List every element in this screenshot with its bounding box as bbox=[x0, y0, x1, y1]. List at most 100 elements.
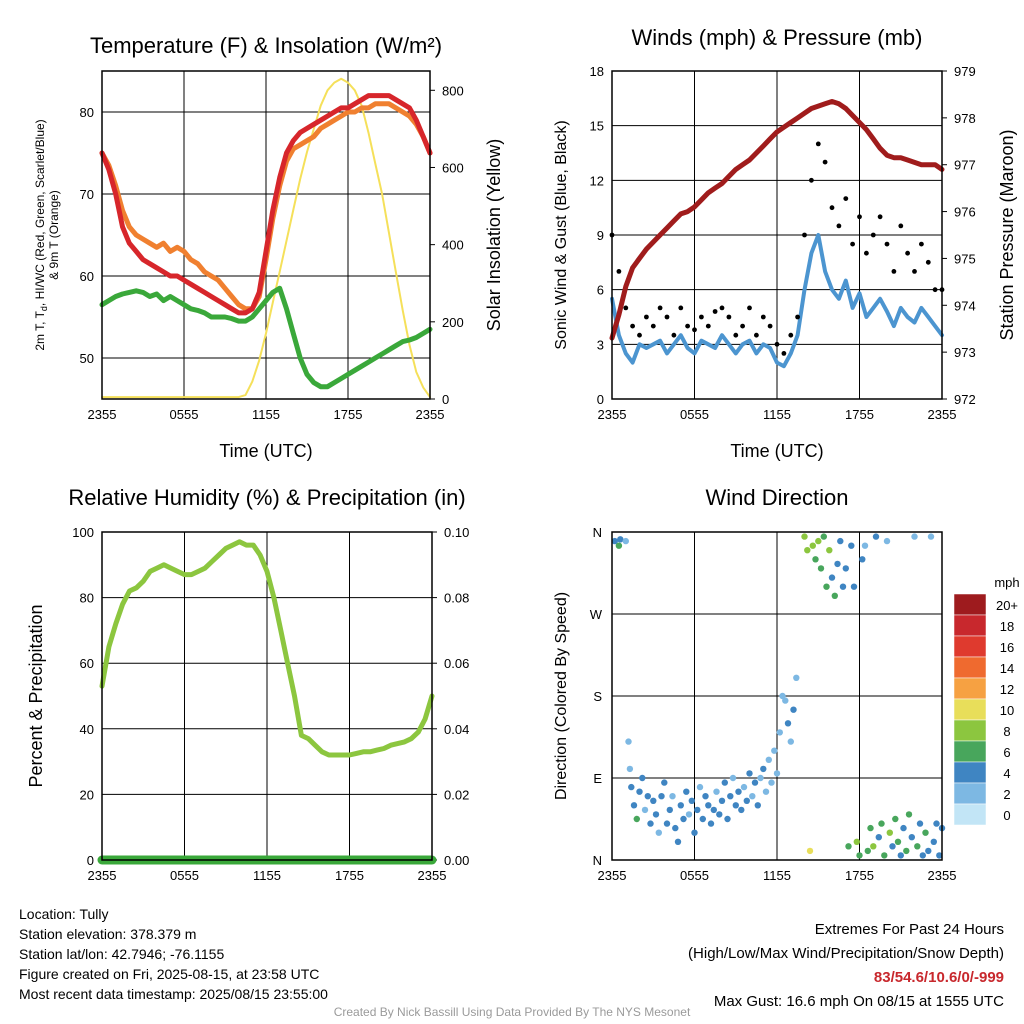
humidity-line bbox=[99, 539, 435, 758]
direction-point bbox=[680, 815, 687, 823]
gust-point bbox=[795, 314, 800, 320]
direction-point bbox=[848, 542, 855, 549]
x-tick-label: 1155 bbox=[253, 868, 281, 883]
y-tick-label: 60 bbox=[80, 656, 94, 671]
gust-point bbox=[829, 205, 835, 211]
direction-point bbox=[650, 797, 657, 804]
gust-point bbox=[822, 159, 828, 165]
direction-point bbox=[878, 820, 885, 827]
extremes-title: Extremes For Past 24 Hours bbox=[814, 921, 1004, 938]
direction-point bbox=[683, 788, 690, 795]
direction-point bbox=[936, 852, 943, 859]
legend-label: 14 bbox=[1000, 661, 1014, 676]
y-tick-label: N bbox=[593, 853, 602, 868]
y-axis-label-line2: & 9m T (Orange) bbox=[47, 190, 61, 280]
gust-point bbox=[760, 314, 766, 320]
direction-point bbox=[911, 533, 918, 540]
direction-point bbox=[674, 838, 682, 845]
legend-label: 2 bbox=[1003, 787, 1010, 802]
gust-point bbox=[877, 214, 883, 220]
legend-label: 20+ bbox=[996, 598, 1018, 613]
direction-point bbox=[735, 788, 742, 795]
y-tick-label: 20 bbox=[80, 787, 94, 802]
direction-point bbox=[831, 592, 838, 599]
gust-point bbox=[781, 351, 787, 356]
y-right-tick-label: 979 bbox=[954, 64, 976, 79]
y-tick-label: 40 bbox=[80, 722, 94, 737]
extremes-subtitle: (High/Low/Max Wind/Precipitation/Snow De… bbox=[688, 945, 1004, 962]
direction-point bbox=[611, 537, 618, 545]
gust-point bbox=[774, 341, 780, 347]
direction-point bbox=[749, 793, 756, 800]
legend-label: 6 bbox=[1003, 745, 1010, 760]
gust-point bbox=[747, 305, 752, 311]
direction-point bbox=[864, 847, 871, 855]
extremes-values: 83/54.6/10.6/0/-999 bbox=[873, 969, 1004, 986]
extremes-info: Extremes For Past 24 Hours (High/Low/Max… bbox=[688, 918, 1004, 1014]
gust-point bbox=[705, 323, 711, 329]
y-tick-label: 80 bbox=[80, 591, 94, 606]
x-tick-label: 2355 bbox=[928, 407, 957, 422]
direction-point bbox=[856, 852, 863, 859]
gust-point bbox=[692, 327, 697, 333]
humidity-precipitation-chart: 2355 0555 1155 1755 2355 Relative Humidity (%… bbox=[26, 485, 469, 883]
gust-point bbox=[644, 314, 649, 320]
direction-point bbox=[757, 774, 764, 782]
x-tick-label: 0555 bbox=[170, 407, 199, 422]
legend-swatch bbox=[953, 782, 987, 805]
gust-point bbox=[630, 323, 635, 329]
direction-point bbox=[688, 797, 695, 804]
x-tick-label: 1755 bbox=[334, 407, 363, 422]
y-right-tick-label: 800 bbox=[442, 83, 464, 98]
legend-label: 16 bbox=[1000, 640, 1014, 655]
direction-point bbox=[845, 843, 852, 850]
legend-swatch bbox=[953, 803, 987, 826]
gust-point bbox=[754, 332, 759, 338]
gust-point bbox=[637, 332, 642, 338]
gust-point bbox=[864, 250, 869, 256]
created-text: Figure created on Fri, 2025-08-15, at 23… bbox=[19, 966, 320, 982]
gust-point bbox=[912, 269, 917, 274]
gust-point bbox=[726, 314, 732, 320]
plot-border bbox=[611, 531, 943, 861]
legend-swatch bbox=[953, 761, 987, 784]
legend-swatch bbox=[953, 677, 987, 700]
x-tick-label: 2355 bbox=[598, 868, 627, 883]
y-tick-label: 80 bbox=[80, 105, 94, 120]
y-right-tick-label: 976 bbox=[954, 205, 976, 220]
y-tick-label: 60 bbox=[80, 269, 94, 284]
direction-point bbox=[927, 533, 935, 540]
y-tick-label: S bbox=[593, 689, 602, 704]
legend-swatch bbox=[953, 635, 987, 658]
location-text: Location: Tully bbox=[19, 906, 109, 922]
y-axis-label-sub: d bbox=[39, 306, 49, 311]
direction-point bbox=[892, 815, 899, 823]
winds-pressure-chart: 2355 0555 1155 1755 2355 Winds (mph) & Pressu… bbox=[553, 25, 1017, 461]
direction-point bbox=[919, 852, 926, 859]
gust-point bbox=[905, 250, 910, 256]
gust-point bbox=[788, 332, 794, 338]
direction-point bbox=[842, 565, 849, 572]
x-axis-label: Time (UTC) bbox=[730, 441, 823, 461]
credit-text: Created By Nick Bassill Using Data Provi… bbox=[333, 1005, 691, 1019]
direction-point bbox=[861, 542, 869, 549]
direction-point bbox=[933, 820, 940, 827]
direction-point bbox=[633, 815, 640, 823]
max-gust-text: Max Gust: 16.6 mph On 08/15 at 1555 UTC bbox=[713, 993, 1004, 1010]
direction-point bbox=[853, 838, 860, 845]
direction-point bbox=[663, 820, 671, 827]
direction-point bbox=[760, 765, 767, 773]
wind-direction-chart: 2355 0555 1155 1755 2355 Wind Direction N E S W N D… bbox=[553, 485, 956, 883]
temp-2m-line bbox=[99, 93, 433, 316]
direction-point bbox=[622, 537, 629, 545]
plot-border bbox=[611, 70, 943, 400]
x-tick-label: 1155 bbox=[763, 407, 791, 422]
x-tick-label: 1155 bbox=[763, 868, 791, 883]
direction-point bbox=[809, 542, 816, 549]
y-right-tick-label: 0.06 bbox=[444, 656, 469, 671]
gust-point bbox=[850, 241, 855, 247]
y-right-tick-label: 0 bbox=[442, 392, 449, 407]
gust-point bbox=[719, 305, 725, 311]
y-tick-label: W bbox=[590, 607, 603, 622]
y-tick-label: 70 bbox=[80, 187, 94, 202]
